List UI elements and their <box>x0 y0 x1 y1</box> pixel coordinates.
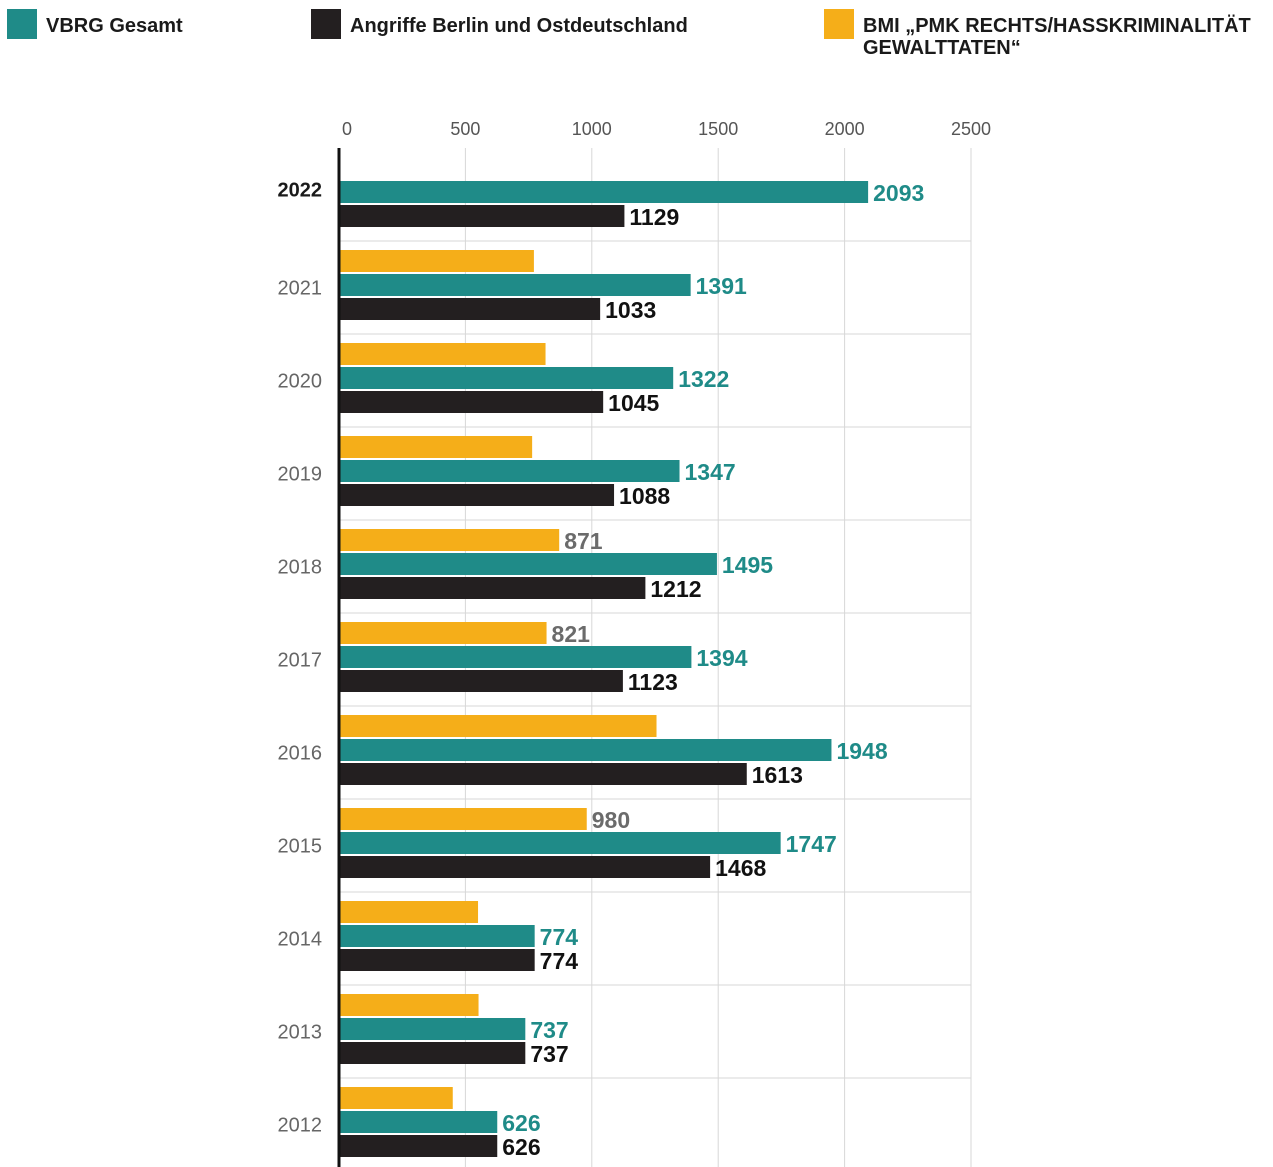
bar-2012-2 <box>339 1135 498 1157</box>
bar-2014-0 <box>339 901 479 923</box>
x-tick-label: 500 <box>450 119 480 139</box>
legend-swatch-bmi <box>824 9 854 39</box>
value-label-2020-2: 1045 <box>608 390 659 416</box>
category-label-2016: 2016 <box>278 743 323 765</box>
category-label-2017: 2017 <box>278 650 323 672</box>
category-label-2021: 2021 <box>278 278 323 300</box>
bar-2016-0 <box>339 715 657 737</box>
value-label-2017-2: 1123 <box>628 669 678 695</box>
bar-2018-2 <box>339 577 646 599</box>
value-label-2016-1: 1948 <box>836 738 887 764</box>
value-label-2021-2: 1033 <box>605 297 656 323</box>
value-label-2016-2: 1613 <box>752 762 803 788</box>
legend-swatch-angriffe <box>311 9 341 39</box>
category-label-2013: 2013 <box>278 1022 323 1044</box>
bar-2021-1 <box>339 274 691 296</box>
value-label-2013-2: 737 <box>530 1041 568 1067</box>
value-label-2017-0: 821 <box>552 621 591 647</box>
value-label-2017-1: 1394 <box>696 645 747 671</box>
value-label-2012-2: 626 <box>502 1134 540 1160</box>
value-label-2019-2: 1088 <box>619 483 670 509</box>
bar-2020-2 <box>339 391 604 413</box>
value-label-2018-2: 1212 <box>650 576 701 602</box>
bar-2016-2 <box>339 763 747 785</box>
bar-2014-2 <box>339 949 535 971</box>
value-label-2014-1: 774 <box>540 924 579 950</box>
x-axis-ticks: 0 500 1000 1500 2000 2500 <box>342 119 991 139</box>
category-label-2018: 2018 <box>278 557 323 579</box>
value-label-2022-2: 1129 <box>629 204 679 230</box>
category-labels: 2022 2021 2020 2019 2018 2017 2016 2015 2014 2013… <box>278 180 323 1137</box>
bar-2019-1 <box>339 460 680 482</box>
legend-item-bmi: BMI „PMK RECHTS/HASSKRIMINALITÄT GEWALTT… <box>824 9 1273 59</box>
value-label-2012-1: 626 <box>502 1110 540 1136</box>
bar-2013-1 <box>339 1018 526 1040</box>
x-tick-label: 0 <box>342 119 352 139</box>
bar-2021-0 <box>339 250 534 272</box>
bar-2013-0 <box>339 994 479 1016</box>
bar-2017-0 <box>339 622 547 644</box>
bar-2022-1 <box>339 181 869 203</box>
legend-item-vbrg: VBRG Gesamt <box>7 9 183 39</box>
category-label-2014: 2014 <box>278 929 323 951</box>
bars-layer <box>339 181 869 1157</box>
x-tick-label: 2000 <box>825 119 865 139</box>
value-label-2013-1: 737 <box>530 1017 568 1043</box>
legend: VBRG Gesamt Angriffe Berlin und Ostdeuts… <box>0 0 1273 80</box>
value-label-2015-0: 980 <box>592 807 630 833</box>
value-labels-layer: 2093 1129 1391 1033 1322 1045 1347 1088 871 1495 1… <box>502 180 924 1160</box>
bar-2022-2 <box>339 205 625 227</box>
value-label-2014-2: 774 <box>540 948 579 974</box>
bar-2013-2 <box>339 1042 526 1064</box>
bar-2012-0 <box>339 1087 453 1109</box>
legend-swatch-vbrg <box>7 9 37 39</box>
bar-2020-1 <box>339 367 674 389</box>
bar-2014-1 <box>339 925 535 947</box>
value-label-2020-1: 1322 <box>678 366 729 392</box>
bar-2012-1 <box>339 1111 498 1133</box>
value-label-2015-2: 1468 <box>715 855 766 881</box>
legend-label-angriffe: Angriffe Berlin und Ostdeutschland <box>350 15 688 37</box>
bar-2015-2 <box>339 856 711 878</box>
value-label-2022-1: 2093 <box>873 180 924 206</box>
x-tick-label: 1500 <box>698 119 738 139</box>
value-label-2019-1: 1347 <box>685 459 736 485</box>
bar-2019-2 <box>339 484 615 506</box>
value-label-2018-0: 871 <box>564 528 603 554</box>
bar-2017-1 <box>339 646 692 668</box>
value-label-2021-1: 1391 <box>696 273 747 299</box>
x-tick-label: 1000 <box>572 119 612 139</box>
bar-2018-1 <box>339 553 717 575</box>
category-label-2019: 2019 <box>278 464 323 486</box>
legend-label-vbrg: VBRG Gesamt <box>46 15 183 37</box>
bar-2015-0 <box>339 808 587 830</box>
x-tick-label: 2500 <box>951 119 991 139</box>
bar-2020-0 <box>339 343 546 365</box>
bar-2017-2 <box>339 670 623 692</box>
legend-item-angriffe: Angriffe Berlin und Ostdeutschland <box>311 9 688 39</box>
category-label-2022: 2022 <box>278 180 323 202</box>
bar-2016-1 <box>339 739 832 761</box>
value-label-2018-1: 1495 <box>722 552 773 578</box>
bar-2018-0 <box>339 529 560 551</box>
bar-2021-2 <box>339 298 601 320</box>
bar-2015-1 <box>339 832 781 854</box>
legend-label-bmi: BMI „PMK RECHTS/HASSKRIMINALITÄT GEWALTT… <box>863 15 1251 59</box>
value-label-2015-1: 1747 <box>786 831 837 857</box>
category-label-2012: 2012 <box>278 1115 323 1137</box>
category-label-2015: 2015 <box>278 836 323 858</box>
category-label-2020: 2020 <box>278 371 323 393</box>
bar-2019-0 <box>339 436 533 458</box>
